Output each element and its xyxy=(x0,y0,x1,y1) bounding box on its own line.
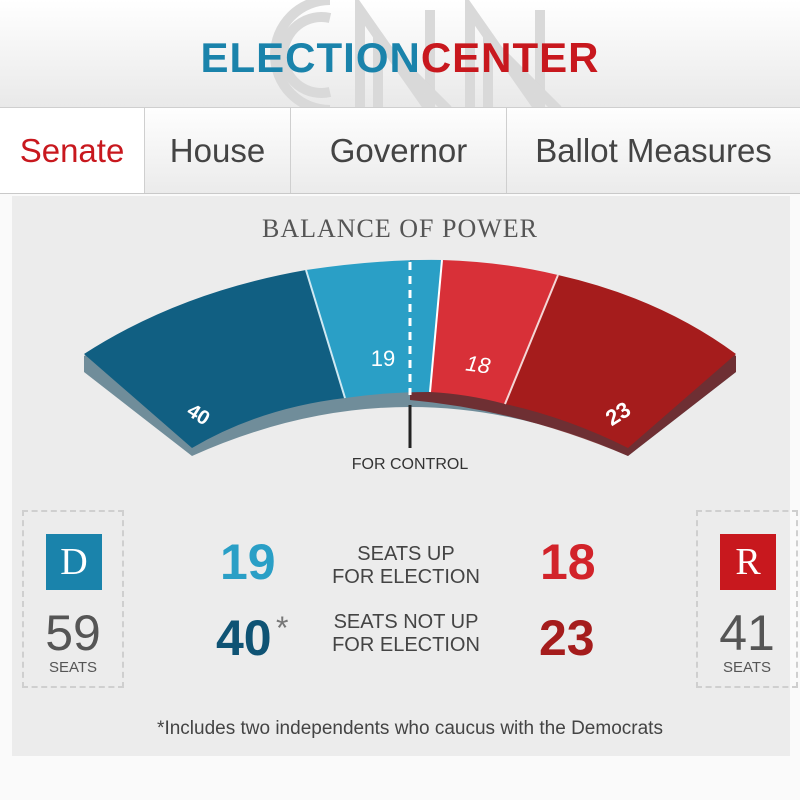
r-seats-up: 18 xyxy=(540,534,596,590)
republican-badge: R xyxy=(720,534,776,590)
gauge-segment-d-not-up xyxy=(84,270,345,448)
democrat-badge: D xyxy=(46,534,102,590)
gauge-segment-r-up xyxy=(430,260,558,404)
tab-house[interactable]: House xyxy=(145,108,291,193)
democrat-seats: 59 xyxy=(45,605,101,661)
header: ELECTIONCENTER xyxy=(0,0,800,108)
republican-seats-label: SEATS xyxy=(722,659,772,676)
republican-seats: 41 xyxy=(719,605,775,661)
gauge-label-d-up: 19 xyxy=(371,346,395,371)
seats-up-label: SEATS UP FOR ELECTION xyxy=(332,543,480,588)
balance-gauge: 40 19 18 23 xyxy=(84,259,736,456)
independents-asterisk: * xyxy=(276,610,289,646)
footnote: *Includes two independents who caucus wi… xyxy=(157,718,663,739)
election-center-title: ELECTIONCENTER xyxy=(0,34,800,82)
gauge-segment-r-not-up xyxy=(505,275,736,448)
cnn-logo-watermark xyxy=(270,0,562,107)
gauge-label-r-up: 18 xyxy=(464,350,492,378)
gauge-segment-d-up xyxy=(306,259,442,398)
democrats-box: D 59 SEATS xyxy=(22,510,124,688)
r-seats-not-up: 23 xyxy=(539,610,595,666)
democrat-seats-label: SEATS xyxy=(48,659,98,676)
seats-not-up-label: SEATS NOT UP FOR ELECTION xyxy=(332,611,480,656)
tab-ballot-measures[interactable]: Ballot Measures xyxy=(535,131,772,169)
title-election: ELECTION xyxy=(200,34,421,81)
title-center: CENTER xyxy=(420,34,600,81)
race-tabs: Senate House Governor Ballot Measures xyxy=(0,108,800,194)
for-control-label: FOR CONTROL xyxy=(351,456,469,473)
republicans-box: R 41 SEATS xyxy=(696,510,798,688)
d-seats-not-up: 40 xyxy=(216,610,272,666)
tab-senate[interactable]: Senate xyxy=(0,108,145,193)
balance-of-power-title: BALANCE OF POWER xyxy=(261,214,538,243)
d-seats-up: 19 xyxy=(220,534,276,590)
tab-governor[interactable]: Governor xyxy=(291,108,507,193)
